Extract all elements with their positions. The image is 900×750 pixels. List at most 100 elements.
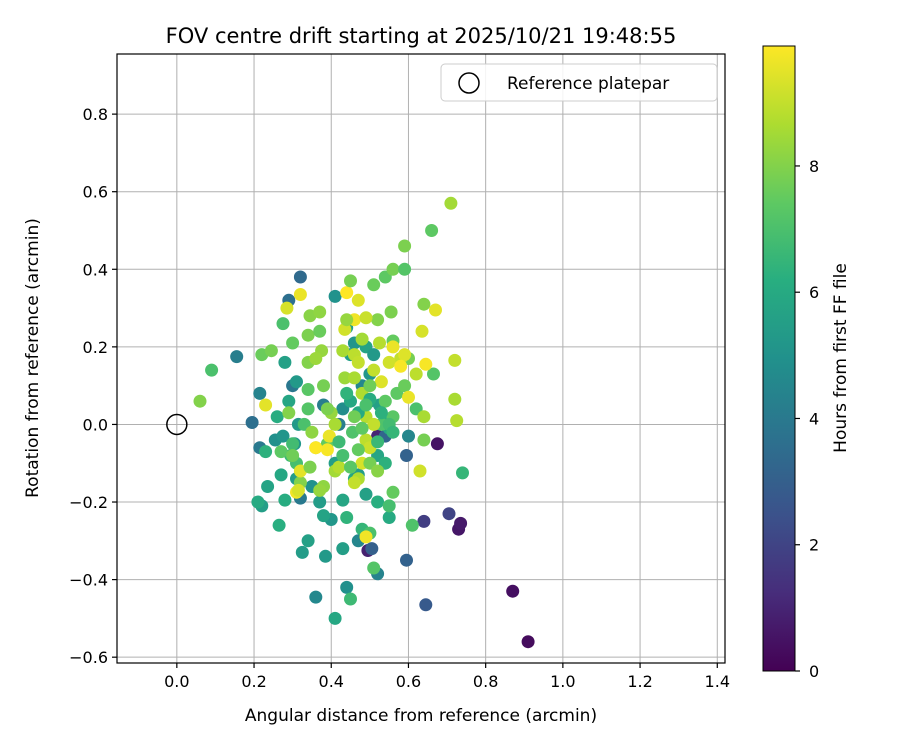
colorbar-tick-label: 6 [809, 283, 819, 302]
data-point [328, 417, 342, 431]
data-point [367, 348, 381, 362]
data-point [359, 487, 373, 501]
data-point [264, 344, 278, 358]
data-point [378, 394, 392, 408]
data-point [359, 530, 373, 544]
data-point [278, 355, 292, 369]
data-point [295, 545, 309, 559]
data-point [272, 518, 286, 532]
y-tick-label: −0.2 [69, 493, 108, 512]
data-point [340, 580, 354, 594]
data-point [251, 495, 265, 509]
legend: Reference platepar [440, 63, 718, 102]
data-point [367, 278, 381, 292]
data-point [309, 590, 323, 604]
data-point [205, 363, 219, 377]
data-point [317, 509, 330, 523]
data-point [259, 445, 273, 459]
data-point [291, 483, 305, 497]
data-point [398, 239, 412, 253]
data-point [290, 375, 303, 389]
data-point [417, 514, 431, 528]
data-point [400, 553, 413, 567]
data-point [374, 406, 388, 420]
data-point [444, 196, 458, 210]
colorbar-tick-label: 4 [809, 409, 819, 428]
data-point [278, 493, 292, 507]
data-point [328, 289, 342, 303]
colorbar-ticks: 0 2 4 6 8 [795, 157, 819, 681]
data-point [398, 348, 412, 362]
data-point [319, 549, 332, 563]
data-point [506, 584, 520, 598]
data-point [230, 350, 244, 364]
colorbar-tick-label: 2 [809, 536, 819, 555]
legend-entry-reference: Reference platepar [507, 74, 669, 94]
data-point [409, 367, 423, 381]
data-point [442, 507, 456, 521]
data-point [386, 262, 400, 276]
colorbar-label: Hours from first FF file [831, 263, 851, 453]
data-point [417, 433, 431, 447]
chart-title: FOV centre drift starting at 2025/10/21 … [166, 24, 677, 48]
data-point [430, 437, 444, 451]
data-point [425, 224, 439, 237]
x-tick-label: 1.2 [627, 672, 652, 691]
x-tick-label: 0.2 [241, 672, 266, 691]
data-point [320, 443, 334, 457]
data-point [402, 429, 415, 443]
data-point [261, 480, 275, 493]
plot-frame [116, 53, 726, 664]
data-point [344, 460, 357, 474]
data-point [303, 460, 317, 474]
data-point [373, 336, 386, 350]
data-point [338, 371, 352, 385]
data-point [448, 392, 462, 406]
y-tick-label: 0.6 [83, 183, 108, 202]
legend-marker-icon [458, 72, 480, 94]
data-point [332, 460, 346, 474]
data-point [521, 635, 535, 649]
data-point [322, 429, 336, 443]
data-point [371, 435, 385, 449]
data-point [429, 303, 442, 317]
data-point [282, 394, 296, 408]
data-point [340, 386, 354, 400]
y-tick-label: −0.6 [69, 648, 108, 667]
data-point [313, 305, 327, 319]
data-point [320, 402, 334, 416]
data-point [450, 414, 464, 428]
data-point [328, 611, 342, 625]
data-point [413, 464, 427, 478]
data-point [286, 449, 300, 462]
reference-point-marker [166, 413, 188, 436]
x-tick-label: 0.4 [319, 672, 344, 691]
data-point [336, 449, 350, 462]
data-point [374, 375, 388, 389]
data-point [359, 311, 373, 325]
data-point [417, 297, 431, 311]
data-point [405, 518, 419, 532]
data-point [359, 398, 373, 412]
data-point [347, 371, 361, 385]
data-point [419, 598, 433, 612]
colorbar: 0 2 4 6 8 Hours from first FF file [762, 45, 851, 681]
data-point [338, 322, 352, 336]
data-point [415, 324, 429, 338]
data-point [351, 355, 365, 369]
y-tick-label: 0.0 [83, 415, 108, 434]
data-point [336, 542, 350, 556]
data-point [274, 445, 288, 459]
data-point [351, 443, 365, 457]
data-point [355, 332, 369, 346]
data-point [301, 328, 315, 342]
data-point [419, 357, 433, 371]
data-point [400, 449, 413, 462]
data-point [293, 270, 307, 284]
data-point [417, 410, 431, 424]
data-point [384, 305, 398, 319]
x-axis-ticks: 0.0 0.2 0.4 0.6 0.8 1.0 1.2 1.4 [164, 663, 730, 691]
data-point [367, 363, 381, 377]
data-point [347, 410, 361, 424]
